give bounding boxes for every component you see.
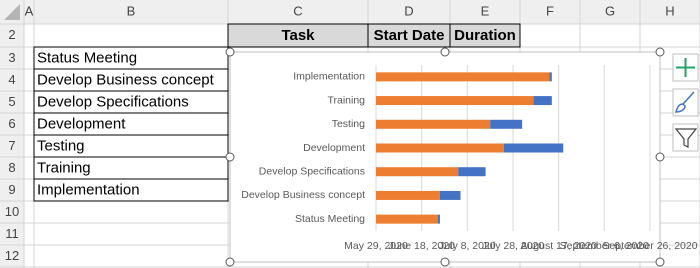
header-text: Task: [281, 27, 315, 44]
bar: [503, 143, 564, 153]
bar: [439, 190, 461, 200]
row-header[interactable]: 7: [8, 138, 15, 153]
bar: [437, 214, 440, 224]
column-header-bar: [0, 0, 700, 24]
row-header[interactable]: 4: [8, 72, 15, 87]
resize-handle[interactable]: [655, 152, 665, 162]
task-text: Status Meeting: [37, 49, 137, 66]
y-tick-label: Implementation: [293, 71, 365, 83]
y-tick-label: Develop Business concept: [241, 189, 365, 201]
resize-handle[interactable]: [225, 47, 235, 57]
y-tick-label: Develop Specifications: [259, 165, 365, 177]
y-tick-label: Testing: [332, 118, 365, 130]
filter-icon: [674, 128, 698, 148]
y-tick-label: Status Meeting: [295, 213, 365, 225]
task-text: Testing: [37, 137, 85, 154]
row-header[interactable]: 6: [8, 116, 15, 131]
x-tick-label: September 26, 2020: [602, 240, 697, 252]
bar: [533, 96, 552, 106]
bar: [376, 119, 491, 129]
header-cell[interactable]: [449, 23, 521, 48]
row-header[interactable]: 11: [5, 226, 19, 241]
resize-handle[interactable]: [440, 257, 450, 267]
row-header[interactable]: 2: [8, 27, 15, 42]
header-text: Start Date: [374, 27, 445, 44]
task-cell[interactable]: [33, 178, 229, 202]
column-header[interactable]: H: [665, 3, 674, 18]
column-header[interactable]: E: [481, 3, 490, 18]
bar: [376, 72, 550, 82]
x-tick-label: May 29, 2020: [344, 240, 408, 252]
task-text: Training: [37, 159, 91, 176]
column-header[interactable]: D: [404, 3, 413, 18]
bar: [549, 72, 552, 82]
x-tick-label: July 28, 2020: [482, 240, 545, 252]
bar: [376, 167, 459, 177]
y-tick-label: Development: [303, 142, 365, 154]
column-header[interactable]: B: [127, 3, 136, 18]
row-header[interactable]: 3: [8, 50, 15, 65]
brush-icon: [674, 91, 695, 113]
row-header[interactable]: 10: [5, 204, 19, 219]
task-text: Development: [37, 115, 126, 132]
row-header[interactable]: 9: [8, 182, 15, 197]
column-header[interactable]: C: [293, 3, 302, 18]
x-tick-label: June 18, 2020: [388, 240, 455, 252]
resize-handle[interactable]: [655, 257, 665, 267]
select-all[interactable]: [4, 4, 20, 20]
resize-handle[interactable]: [225, 257, 235, 267]
x-tick-label: July 8, 2020: [439, 240, 496, 252]
task-text: Implementation: [37, 181, 140, 198]
task-text: Develop Business concept: [37, 71, 215, 88]
y-tick-label: Training: [327, 94, 365, 106]
resize-handle[interactable]: [440, 47, 450, 57]
task-text: Develop Specifications: [37, 93, 189, 110]
resize-handle[interactable]: [225, 152, 235, 162]
bar: [376, 96, 534, 106]
bar: [458, 167, 486, 177]
column-header[interactable]: G: [605, 3, 615, 18]
row-header[interactable]: 5: [8, 94, 15, 109]
header-text: Duration: [454, 27, 516, 44]
bar: [490, 119, 523, 129]
column-header[interactable]: F: [546, 3, 554, 18]
row-header[interactable]: 12: [5, 248, 19, 263]
plus-icon: [676, 58, 695, 77]
x-tick-label: September 6, 2020: [560, 240, 649, 252]
resize-handle[interactable]: [655, 47, 665, 57]
bar: [376, 190, 440, 200]
column-header[interactable]: A: [25, 3, 34, 18]
bar: [376, 214, 438, 224]
x-tick-label: August 17, 2020: [520, 240, 597, 252]
bar: [376, 143, 504, 153]
chart-frame[interactable]: [229, 51, 661, 263]
row-header[interactable]: 8: [8, 160, 15, 175]
